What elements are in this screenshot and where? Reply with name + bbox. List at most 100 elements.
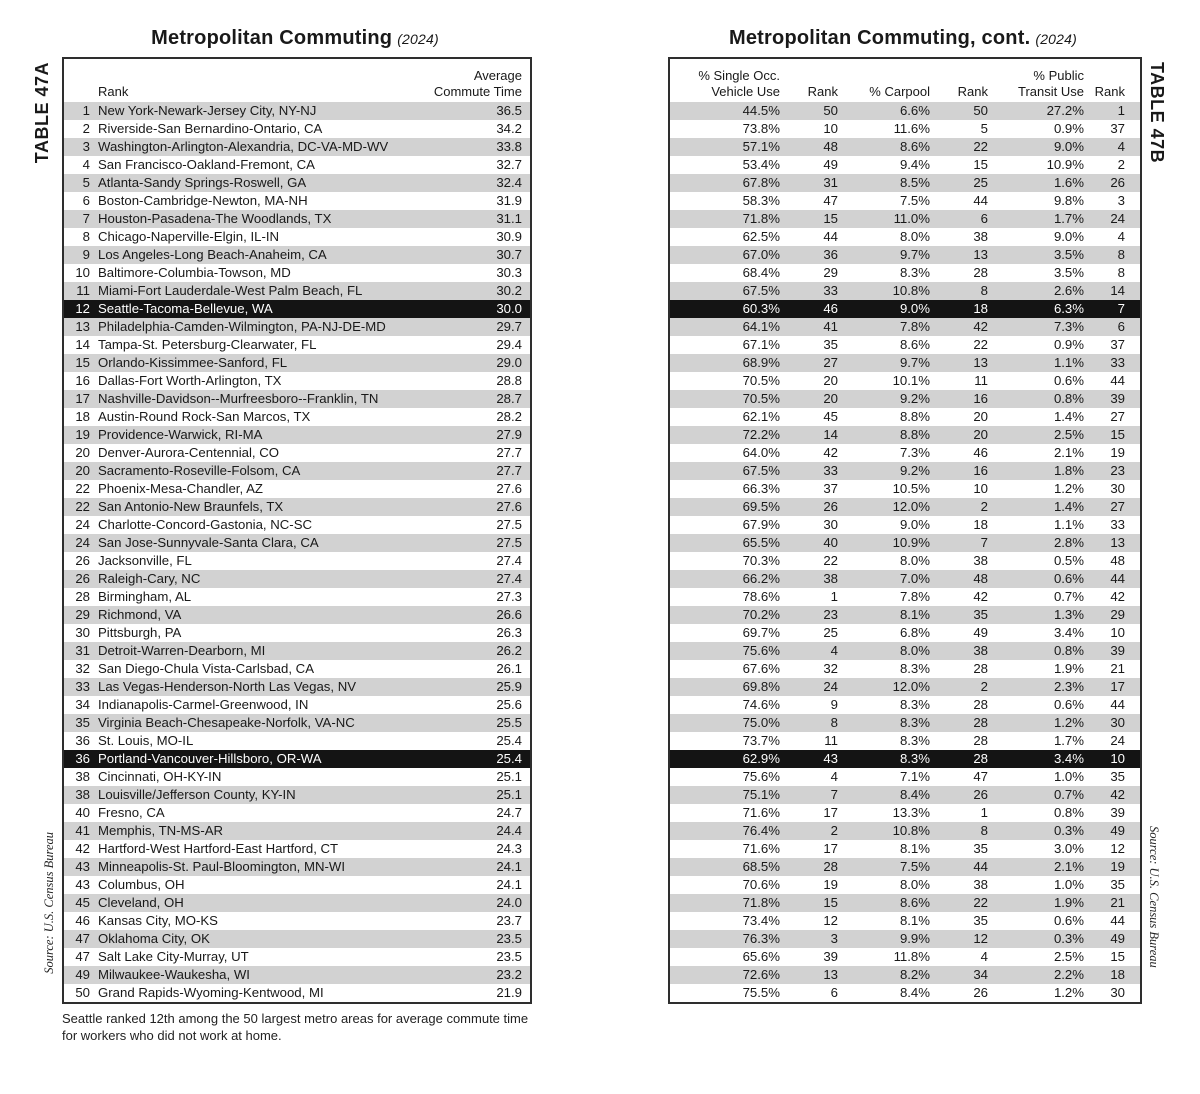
transit-cell: 0.6% (1053, 571, 1084, 586)
transit-cell: 2.1% (1053, 859, 1084, 874)
sov-cell: 70.6% (742, 877, 780, 892)
city-cell: St. Louis, MO-IL (98, 733, 194, 748)
sov-rank-cell: 8 (830, 715, 838, 730)
sov-rank-cell: 13 (823, 967, 838, 982)
commute-time-cell: 28.7 (496, 391, 522, 406)
table-row: 1 New York-Newark-Jersey City, NY-NJ 36.5 (64, 102, 530, 120)
carpool-cell: 10.5% (892, 481, 930, 496)
city-cell: San Francisco-Oakland-Fremont, CA (98, 157, 315, 172)
transit-rank-cell: 35 (1110, 877, 1125, 892)
transit-rank-cell: 21 (1110, 661, 1125, 676)
sov-rank-cell: 20 (823, 373, 838, 388)
carpool-rank-cell: 13 (973, 355, 988, 370)
table-b-header-rank2: Rank (957, 84, 988, 100)
commute-time-cell: 23.5 (496, 931, 522, 946)
commute-time-cell: 30.0 (496, 301, 522, 316)
commute-time-cell: 26.6 (496, 607, 522, 622)
table-row: 70.5% 20 10.1% 11 0.6% 44 (670, 372, 1140, 390)
table-row: 72.2% 14 8.8% 20 2.5% 15 (670, 426, 1140, 444)
transit-cell: 0.3% (1053, 823, 1084, 838)
transit-rank-cell: 37 (1110, 337, 1125, 352)
carpool-rank-cell: 28 (973, 751, 988, 766)
commute-time-cell: 29.4 (496, 337, 522, 352)
table-row: 41 Memphis, TN-MS-AR 24.4 (64, 822, 530, 840)
commute-time-cell: 21.9 (496, 985, 522, 1000)
table-row: 46 Kansas City, MO-KS 23.7 (64, 912, 530, 930)
transit-rank-cell: 13 (1110, 535, 1125, 550)
table-row: 73.4% 12 8.1% 35 0.6% 44 (670, 912, 1140, 930)
table-row: 32 San Diego-Chula Vista-Carlsbad, CA 26.1 (64, 660, 530, 678)
city-cell: Phoenix-Mesa-Chandler, AZ (98, 481, 263, 496)
table-a-source: Source: U.S. Census Bureau (42, 832, 56, 974)
commute-time-cell: 23.5 (496, 949, 522, 964)
carpool-cell: 9.2% (899, 391, 930, 406)
transit-rank-cell: 26 (1110, 175, 1125, 190)
carpool-rank-cell: 47 (973, 769, 988, 784)
sov-rank-cell: 35 (823, 337, 838, 352)
table-row: 76.4% 2 10.8% 8 0.3% 49 (670, 822, 1140, 840)
commute-time-cell: 26.3 (496, 625, 522, 640)
table-row: 3 Washington-Arlington-Alexandria, DC-VA-… (64, 138, 530, 156)
transit-cell: 3.0% (1053, 841, 1084, 856)
transit-cell: 0.9% (1053, 121, 1084, 136)
city-cell: Philadelphia-Camden-Wilmington, PA-NJ-DE… (98, 319, 386, 334)
table-row: 69.7% 25 6.8% 49 3.4% 10 (670, 624, 1140, 642)
sov-cell: 71.6% (742, 805, 780, 820)
sov-rank-cell: 32 (823, 661, 838, 676)
transit-rank-cell: 15 (1110, 427, 1125, 442)
table-row: 38 Louisville/Jefferson County, KY-IN 25.1 (64, 786, 530, 804)
table-row: 16 Dallas-Fort Worth-Arlington, TX 28.8 (64, 372, 530, 390)
table-row: 69.8% 24 12.0% 2 2.3% 17 (670, 678, 1140, 696)
table-row: 9 Los Angeles-Long Beach-Anaheim, CA 30.7 (64, 246, 530, 264)
commute-time-cell: 24.1 (496, 877, 522, 892)
commute-time-cell: 34.2 (496, 121, 522, 136)
sov-cell: 44.5% (742, 103, 780, 118)
sov-cell: 73.4% (742, 913, 780, 928)
commute-time-cell: 29.7 (496, 319, 522, 334)
carpool-rank-cell: 25 (973, 175, 988, 190)
carpool-cell: 8.3% (899, 697, 930, 712)
rank-cell: 11 (76, 283, 90, 298)
table-row: 66.3% 37 10.5% 10 1.2% 30 (670, 480, 1140, 498)
commute-time-cell: 30.3 (496, 265, 522, 280)
sov-rank-cell: 41 (823, 319, 838, 334)
transit-cell: 1.2% (1053, 715, 1084, 730)
rank-cell: 22 (75, 481, 90, 496)
city-cell: Portland-Vancouver-Hillsboro, OR-WA (98, 751, 322, 766)
table-b-header-sov: % Single Occ. Vehicle Use (698, 68, 780, 100)
city-cell: Raleigh-Cary, NC (98, 571, 201, 586)
sov-cell: 75.5% (742, 985, 780, 1000)
table-row: 11 Miami-Fort Lauderdale-West Palm Beach,… (64, 282, 530, 300)
carpool-cell: 8.3% (899, 733, 930, 748)
table-row: 29 Richmond, VA 26.6 (64, 606, 530, 624)
transit-rank-cell: 44 (1110, 373, 1125, 388)
carpool-cell: 8.3% (899, 661, 930, 676)
sov-cell: 60.3% (742, 301, 780, 316)
table-row: 7 Houston-Pasadena-The Woodlands, TX 31.1 (64, 210, 530, 228)
transit-cell: 9.0% (1053, 139, 1084, 154)
carpool-cell: 6.6% (899, 103, 930, 118)
commute-time-cell: 24.1 (496, 859, 522, 874)
table-a-header-rank: Rank (98, 84, 129, 100)
city-cell: Sacramento-Roseville-Folsom, CA (98, 463, 301, 478)
sov-rank-cell: 11 (824, 733, 838, 748)
commute-time-cell: 27.3 (496, 589, 522, 604)
city-cell: Seattle-Tacoma-Bellevue, WA (98, 301, 273, 316)
table-a-title-text: Metropolitan Commuting (151, 27, 393, 49)
city-cell: Houston-Pasadena-The Woodlands, TX (98, 211, 332, 226)
carpool-cell: 8.2% (899, 967, 930, 982)
sov-rank-cell: 17 (823, 841, 838, 856)
carpool-rank-cell: 20 (973, 427, 988, 442)
sov-cell: 72.2% (742, 427, 780, 442)
sov-cell: 57.1% (742, 139, 780, 154)
sov-rank-cell: 2 (830, 823, 838, 838)
sov-rank-cell: 49 (823, 157, 838, 172)
transit-rank-cell: 30 (1110, 985, 1125, 1000)
sov-rank-cell: 1 (830, 589, 838, 604)
carpool-cell: 7.5% (899, 193, 930, 208)
rank-cell: 47 (75, 931, 90, 946)
transit-cell: 1.3% (1053, 607, 1084, 622)
carpool-rank-cell: 28 (973, 265, 988, 280)
sov-cell: 58.3% (742, 193, 780, 208)
commute-time-cell: 28.2 (496, 409, 522, 424)
